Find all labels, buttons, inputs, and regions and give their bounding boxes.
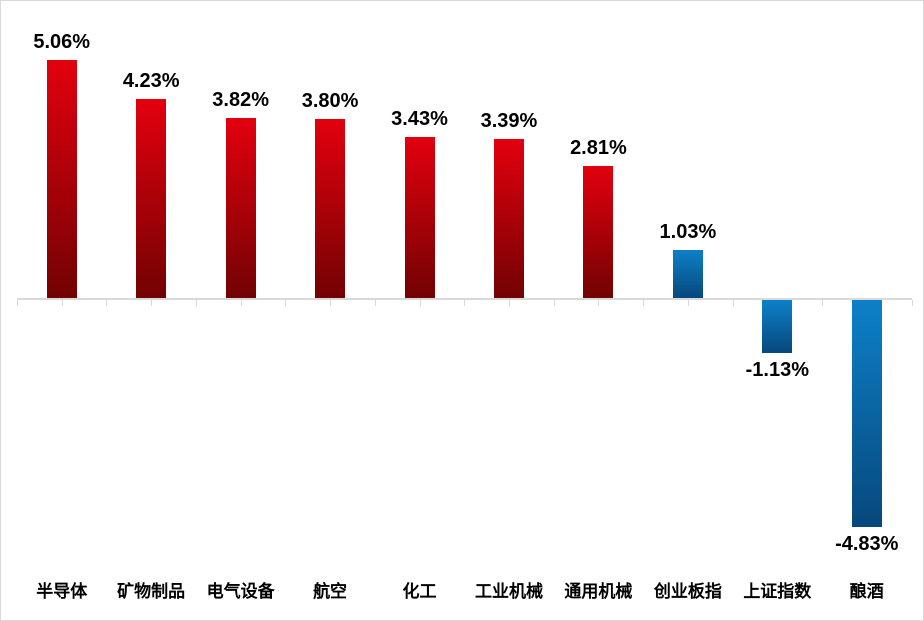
axis-tick	[374, 300, 376, 306]
axis-tick	[553, 300, 555, 306]
axis-tick	[240, 300, 242, 306]
bar-value-label: 5.06%	[33, 31, 91, 54]
axis-tick	[911, 300, 913, 306]
category-label: 工业机械	[474, 582, 543, 601]
bar-value-label: 4.23%	[122, 70, 180, 93]
axis-tick	[61, 300, 63, 306]
bar-value-label: 2.81%	[570, 136, 627, 159]
axis-tick	[643, 300, 645, 306]
bar-7	[583, 165, 614, 298]
category-label: 矿物制品	[117, 582, 186, 601]
axis-tick	[687, 300, 689, 306]
bar-value-label: 1.03%	[659, 220, 717, 243]
bar-1	[46, 60, 77, 298]
axis-tick	[330, 300, 332, 306]
category-label: 航空	[313, 582, 348, 601]
axis-tick	[464, 300, 466, 306]
category-label: 创业板指	[653, 582, 722, 601]
bar-value-label: 3.43%	[391, 107, 448, 130]
bar-2	[136, 99, 167, 298]
axis-tick	[419, 300, 421, 306]
axis-tick	[508, 300, 510, 306]
bar-value-label: 3.80%	[301, 90, 359, 113]
axis-tick	[822, 300, 824, 306]
bar-8	[672, 249, 703, 298]
bar-4	[315, 119, 346, 298]
category-label: 酿酒	[849, 582, 884, 601]
bar-5	[404, 136, 435, 298]
axis-tick	[598, 300, 600, 306]
bar-3	[225, 118, 256, 298]
axis-tick	[17, 300, 18, 306]
x-axis-line	[17, 298, 912, 300]
bar-value-label: -4.83%	[835, 533, 899, 555]
axis-tick	[285, 300, 287, 306]
axis-tick	[106, 300, 108, 306]
bar-value-label: 3.82%	[212, 89, 269, 112]
axis-tick	[195, 300, 197, 306]
category-label: 电气设备	[206, 582, 275, 601]
category-label: 半导体	[36, 582, 88, 601]
bar-10	[851, 300, 882, 527]
bar-value-label: -1.13%	[745, 359, 809, 382]
axis-tick	[151, 300, 153, 306]
axis-tick	[732, 300, 734, 306]
category-label: 化工	[402, 582, 437, 601]
bar-9	[762, 300, 793, 354]
category-label: 上证指数	[743, 582, 812, 601]
category-label: 通用机械	[564, 582, 633, 601]
bar-6	[493, 138, 524, 298]
bar-value-label: 3.39%	[480, 109, 538, 132]
